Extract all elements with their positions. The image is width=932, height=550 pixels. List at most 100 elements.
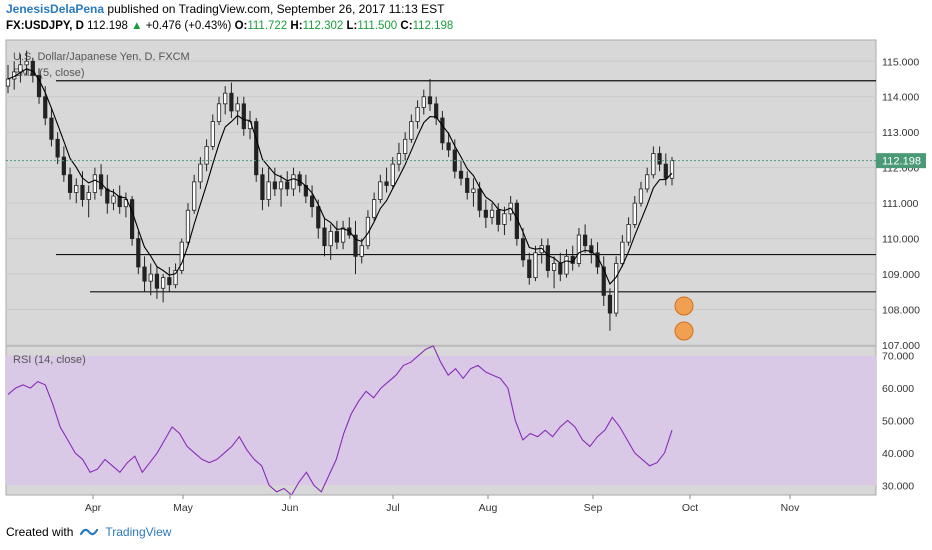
candle-body[interactable] <box>154 273 160 289</box>
candle-body[interactable] <box>558 263 563 275</box>
candle-body[interactable] <box>111 195 116 204</box>
candle-body[interactable] <box>185 209 191 243</box>
candle-body[interactable] <box>502 213 507 225</box>
candle-body[interactable] <box>92 174 97 193</box>
candle-body[interactable] <box>136 238 141 268</box>
candle-body[interactable] <box>465 177 470 193</box>
candle-body[interactable] <box>353 234 358 257</box>
candle-body[interactable] <box>340 227 346 243</box>
candle-body[interactable] <box>285 181 290 190</box>
candle-body[interactable] <box>130 199 135 240</box>
candle-body[interactable] <box>440 117 445 144</box>
candle-body[interactable] <box>291 174 296 190</box>
candle-body[interactable] <box>24 60 29 66</box>
candle-body[interactable] <box>235 103 240 112</box>
candle-body[interactable] <box>86 192 91 200</box>
candle-body[interactable] <box>123 199 129 208</box>
candle-body[interactable] <box>272 181 277 190</box>
candle-body[interactable] <box>471 188 476 193</box>
us-flag-icon[interactable] <box>674 296 694 316</box>
time-axis[interactable]: Apr May Jun Jul Aug Sep Oct Nov <box>6 494 876 514</box>
candle-body[interactable] <box>458 170 464 179</box>
candle-body[interactable] <box>489 209 495 218</box>
candle-body[interactable] <box>192 181 197 211</box>
candle-body[interactable] <box>645 174 650 190</box>
candle-body[interactable] <box>446 142 451 151</box>
candle-body[interactable] <box>533 252 538 279</box>
candle-body[interactable] <box>49 117 54 140</box>
candle-body[interactable] <box>204 145 209 165</box>
candle-body[interactable] <box>520 238 526 261</box>
candle-body[interactable] <box>372 199 377 218</box>
candle-body[interactable] <box>328 231 333 247</box>
candle-body[interactable] <box>223 92 228 105</box>
candle-body[interactable] <box>80 185 85 200</box>
candle-body[interactable] <box>576 234 582 264</box>
candle-body[interactable] <box>390 163 395 186</box>
candle-body[interactable] <box>18 64 23 73</box>
candle-body[interactable] <box>309 195 315 208</box>
candle-body[interactable] <box>334 231 340 243</box>
tradingview-brand-link[interactable]: TradingView <box>105 525 172 539</box>
candle-body[interactable] <box>434 103 439 119</box>
candle-body[interactable] <box>167 277 172 286</box>
candle-body[interactable] <box>61 156 66 176</box>
candle-body[interactable] <box>539 245 544 254</box>
candle-body[interactable] <box>148 273 153 282</box>
candle-body[interactable] <box>589 245 594 254</box>
candle-body[interactable] <box>378 181 383 200</box>
candle-body[interactable] <box>179 241 184 271</box>
candle-body[interactable] <box>657 153 662 165</box>
candle-body[interactable] <box>55 138 60 158</box>
candle-body[interactable] <box>483 209 488 218</box>
candle-body[interactable] <box>583 234 588 247</box>
candle-body[interactable] <box>663 163 668 179</box>
candle-body[interactable] <box>669 160 675 179</box>
candle-body[interactable] <box>254 121 259 176</box>
rsi-pane[interactable]: RSI (14, close) 70.000 60.000 50.000 40.000… <box>5 345 914 496</box>
candle-body[interactable] <box>365 216 371 247</box>
candle-body[interactable] <box>30 60 35 76</box>
candle-body[interactable] <box>260 174 265 200</box>
price-axis[interactable]: 115.000114.000113.000112.000111.000110.0… <box>876 56 926 352</box>
candle-body[interactable] <box>229 92 234 112</box>
candle-body[interactable] <box>198 163 203 183</box>
candle-body[interactable] <box>36 75 42 98</box>
candle-body[interactable] <box>421 96 426 108</box>
candle-body[interactable] <box>359 245 364 257</box>
candle-body[interactable] <box>173 270 178 286</box>
candle-body[interactable] <box>241 103 246 130</box>
candle-body[interactable] <box>477 188 482 211</box>
candle-body[interactable] <box>384 181 389 186</box>
candle-body[interactable] <box>427 96 433 105</box>
candle-body[interactable] <box>601 266 606 296</box>
candle-body[interactable] <box>632 202 637 225</box>
candle-body[interactable] <box>322 227 327 247</box>
price-pane[interactable]: U.S. Dollar/Japanese Yen, D, FXCM EMA (5… <box>5 39 877 346</box>
candle-body[interactable] <box>142 266 147 282</box>
candle-body[interactable] <box>74 185 79 193</box>
candle-body[interactable] <box>98 174 104 190</box>
candle-body[interactable] <box>527 259 532 279</box>
author-link[interactable]: JenesisDelaPena <box>6 2 105 16</box>
candle-body[interactable] <box>607 294 613 314</box>
candle-body[interactable] <box>545 245 550 271</box>
us-flag-icon[interactable] <box>674 321 694 341</box>
candle-body[interactable] <box>210 121 215 147</box>
candle-body[interactable] <box>409 121 414 140</box>
candle-body[interactable] <box>316 206 321 229</box>
candle-body[interactable] <box>651 153 656 176</box>
candle-body[interactable] <box>638 188 644 204</box>
candle-body[interactable] <box>216 103 222 122</box>
candle-body[interactable] <box>278 181 284 190</box>
candle-body[interactable] <box>564 255 569 275</box>
candle-body[interactable] <box>396 153 402 165</box>
candle-body[interactable] <box>551 263 557 271</box>
candle-body[interactable] <box>620 241 625 264</box>
candle-body[interactable] <box>614 263 619 314</box>
candle-body[interactable] <box>67 174 73 193</box>
candle-body[interactable] <box>43 96 48 119</box>
event-flags[interactable] <box>674 296 694 341</box>
candle-body[interactable] <box>403 138 408 154</box>
candle-body[interactable] <box>266 181 271 200</box>
